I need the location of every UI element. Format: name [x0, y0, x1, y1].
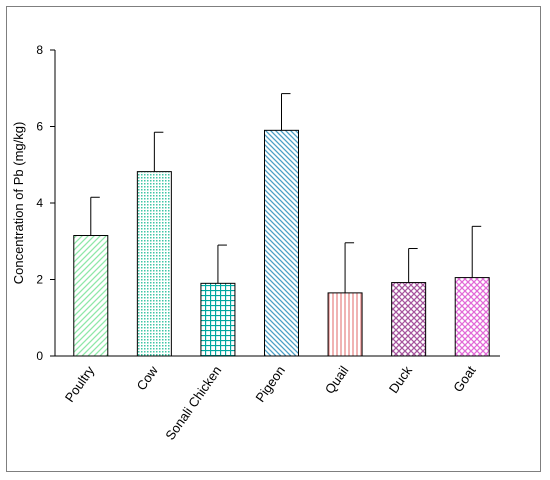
y-axis-title: Concentration of Pb (mg/kg) [11, 122, 26, 285]
x-tick-label: Cow [134, 363, 162, 393]
x-tick-label: Pigeon [252, 363, 288, 405]
x-tick-label: Duck [386, 363, 416, 396]
bar-duck [391, 282, 427, 357]
x-tick-labels: Poultry Cow Sonali Chicken Pigeon Quail Duck G… [62, 363, 479, 443]
bar-cow [136, 171, 172, 357]
x-tick-label: Quail [322, 363, 352, 397]
y-tick-label: 8 [36, 43, 43, 57]
bar-sonali-chicken [200, 282, 236, 357]
x-tick-label: Poultry [62, 363, 98, 405]
bar-pigeon [264, 129, 299, 357]
bar-quail [327, 292, 363, 357]
x-tick-label: Goat [450, 363, 479, 395]
bar-goat [454, 277, 490, 357]
error-bars [90, 93, 482, 293]
bar-poultry [73, 235, 109, 357]
y-tick-label: 0 [36, 349, 43, 363]
y-tick-label: 4 [36, 196, 43, 210]
x-tick-label: Sonali Chicken [162, 363, 224, 443]
bars [73, 129, 490, 357]
y-tick-label: 6 [36, 120, 43, 134]
y-ticks: 0 2 4 6 8 [36, 43, 55, 363]
chart-frame [6, 6, 541, 472]
y-tick-label: 2 [36, 273, 43, 287]
